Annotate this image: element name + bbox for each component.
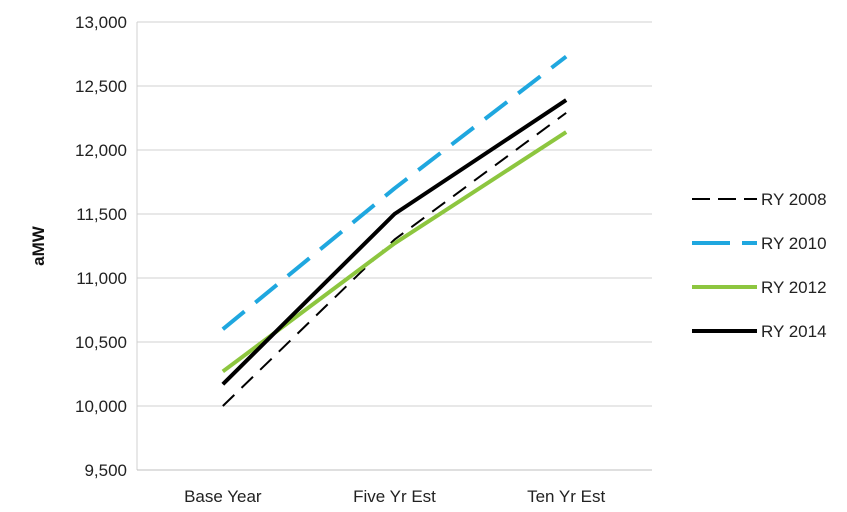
y-tick-label: 9,500 bbox=[84, 461, 127, 480]
series-line-ry-2014 bbox=[221, 98, 568, 386]
gridlines bbox=[137, 21, 652, 471]
x-tick-label: Five Yr Est bbox=[353, 487, 436, 506]
legend-item: RY 2008 bbox=[692, 190, 827, 209]
y-tick-label: 13,000 bbox=[75, 13, 127, 32]
axes bbox=[136, 22, 652, 471]
x-tick-label: Base Year bbox=[184, 487, 262, 506]
y-tick-label: 12,000 bbox=[75, 141, 127, 160]
y-tick-label: 11,000 bbox=[76, 269, 127, 288]
x-tick-labels: Base Year Five Yr Est Ten Yr Est bbox=[184, 487, 605, 506]
legend-item: RY 2010 bbox=[692, 234, 827, 253]
y-tick-label: 12,500 bbox=[75, 77, 127, 96]
y-tick-label: 10,000 bbox=[75, 397, 127, 416]
y-tick-labels: 9,500 10,000 10,500 11,000 11,500 12,000 12,50… bbox=[75, 13, 127, 480]
series-line-ry-2008 bbox=[222, 112, 567, 407]
y-tick-label: 10,500 bbox=[75, 333, 127, 352]
legend: RY 2008 RY 2010 RY 2012 RY 2014 bbox=[692, 190, 827, 341]
legend-label: RY 2010 bbox=[761, 234, 827, 253]
legend-label: RY 2014 bbox=[761, 322, 827, 341]
legend-item: RY 2014 bbox=[692, 322, 827, 341]
series-lines bbox=[221, 54, 568, 407]
x-tick-label: Ten Yr Est bbox=[527, 487, 605, 506]
y-tick-label: 11,500 bbox=[76, 205, 127, 224]
series-line-ry-2010 bbox=[221, 54, 568, 331]
legend-item: RY 2012 bbox=[692, 278, 827, 297]
legend-label: RY 2012 bbox=[761, 278, 827, 297]
y-axis-title: aMW bbox=[29, 225, 48, 266]
legend-label: RY 2008 bbox=[761, 190, 827, 209]
